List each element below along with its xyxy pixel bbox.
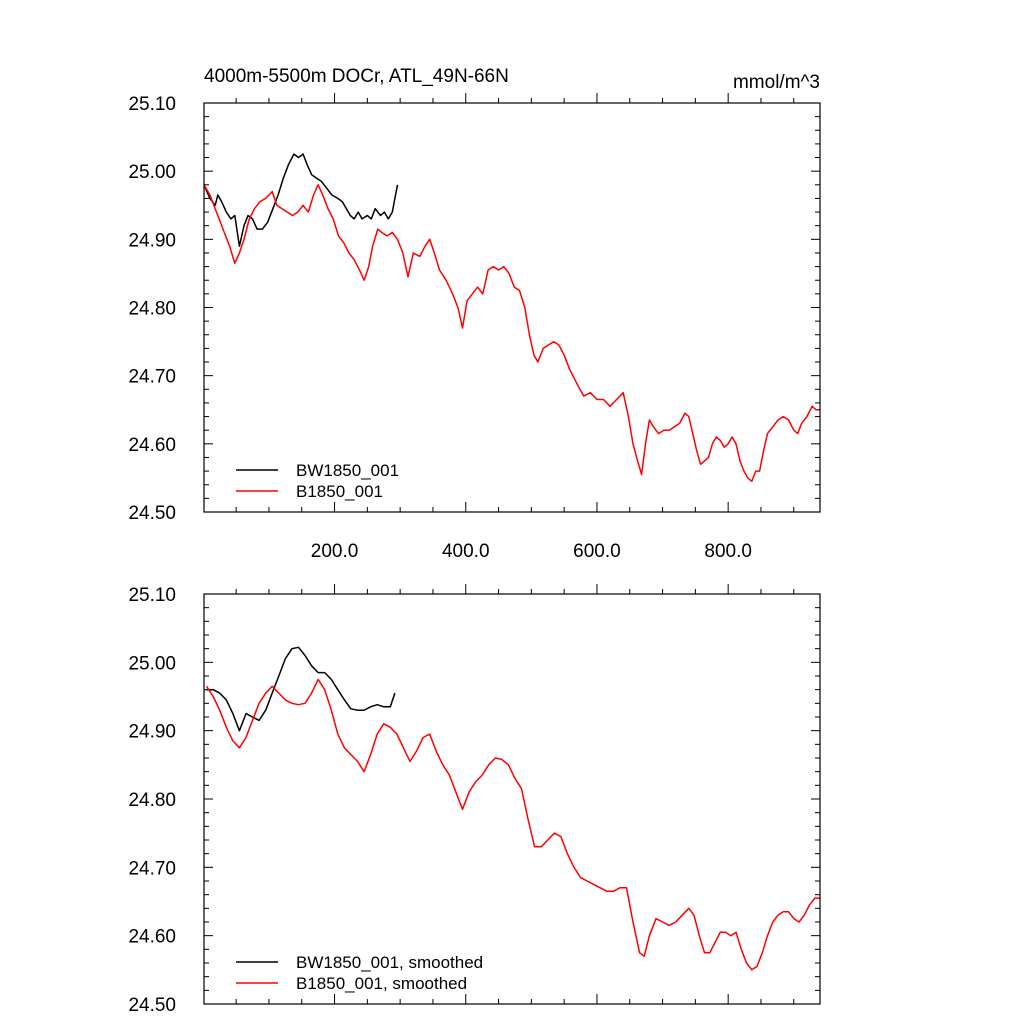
- y-tick-label: 25.00: [128, 653, 176, 674]
- bottom-series-lines: [205, 646, 820, 971]
- x-tick-label: 400.0: [442, 541, 490, 562]
- bottom-legend: BW1850_001, smoothed B1850_001, smoothed: [236, 953, 483, 993]
- top-panel: 4000m-5500m DOCr, ATL_49N-66N mmol/m^3 2…: [128, 66, 821, 562]
- bottom-panel: 24.50 24.60 24.70 24.80 24.90 25.00 25.10 BW18…: [128, 584, 821, 1016]
- y-tick-label: 25.10: [128, 94, 176, 115]
- top-x-tick-labels: 200.0 400.0 600.0 800.0: [311, 541, 752, 562]
- bottom-plot-frame: [203, 593, 821, 1005]
- y-tick-label: 24.50: [128, 995, 176, 1016]
- top-legend: BW1850_001 B1850_001: [236, 461, 399, 501]
- y-tick-label: 24.80: [128, 790, 176, 811]
- y-tick-label: 24.90: [128, 722, 176, 743]
- x-tick-label: 800.0: [704, 541, 752, 562]
- units-label: mmol/m^3: [733, 72, 820, 93]
- top-plot-frame: [203, 102, 821, 513]
- y-tick-label: 24.90: [128, 230, 176, 251]
- top-y-tick-labels: 24.50 24.60 24.70 24.80 24.90 25.00 25.10: [128, 94, 176, 524]
- series-line-b1850: [205, 678, 820, 971]
- bottom-y-tick-labels: 24.50 24.60 24.70 24.80 24.90 25.00 25.10: [128, 585, 176, 1016]
- y-tick-label: 24.80: [128, 299, 176, 320]
- y-tick-label: 24.60: [128, 927, 176, 948]
- top-series-lines: [203, 153, 820, 483]
- x-tick-label: 200.0: [311, 541, 359, 562]
- legend-label: B1850_001: [296, 482, 383, 501]
- x-tick-label: 600.0: [573, 541, 621, 562]
- y-tick-label: 24.70: [128, 858, 176, 879]
- legend-label: BW1850_001, smoothed: [296, 953, 483, 972]
- y-tick-label: 24.50: [128, 503, 176, 524]
- y-tick-label: 24.60: [128, 435, 176, 456]
- y-tick-label: 24.70: [128, 367, 176, 388]
- y-tick-label: 25.00: [128, 162, 176, 183]
- panel-title: 4000m-5500m DOCr, ATL_49N-66N: [204, 66, 509, 87]
- legend-label: B1850_001, smoothed: [296, 974, 467, 993]
- series-line-bw1850: [206, 646, 396, 732]
- series-line-bw1850: [203, 153, 399, 247]
- bottom-ticks: [204, 584, 820, 1005]
- legend-label: BW1850_001: [296, 461, 399, 480]
- series-line-b1850: [203, 184, 820, 483]
- y-tick-label: 25.10: [128, 585, 176, 606]
